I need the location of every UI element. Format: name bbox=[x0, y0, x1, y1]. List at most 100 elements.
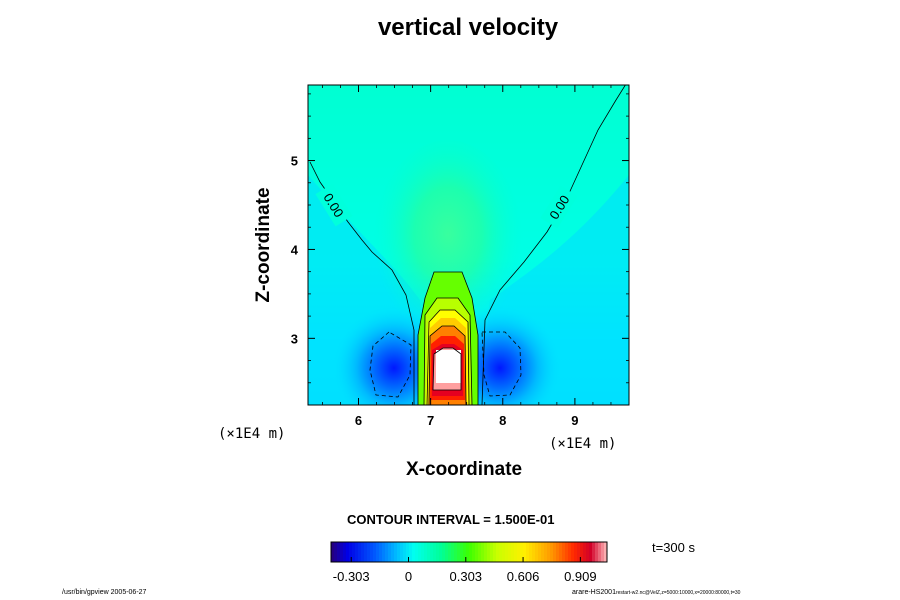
colorbar-swatch bbox=[418, 542, 422, 562]
time-label: t=300 s bbox=[652, 540, 696, 555]
updraft-peak bbox=[436, 350, 461, 383]
y-axis-ticks: 3 4 5 bbox=[291, 93, 629, 384]
colorbar-swatch bbox=[538, 542, 542, 562]
colorbar-swatch bbox=[367, 542, 371, 562]
contour-0.60 bbox=[428, 325, 467, 405]
colorbar-tick-label: 0.606 bbox=[507, 569, 540, 584]
y-tick-label: 3 bbox=[291, 331, 298, 346]
colorbar-swatch bbox=[592, 542, 596, 562]
colorbar-swatch bbox=[394, 542, 398, 562]
colorbar bbox=[331, 542, 608, 562]
colorbar-swatch bbox=[436, 542, 440, 562]
colorbar-swatch bbox=[370, 542, 374, 562]
x-axis-label: X-coordinate bbox=[406, 459, 523, 480]
colorbar-swatch bbox=[442, 542, 446, 562]
y-axis-scale-label: (×1E4 m) bbox=[218, 426, 286, 442]
colorbar-swatch bbox=[451, 542, 455, 562]
green-glow bbox=[373, 140, 523, 350]
colorbar-swatch bbox=[523, 542, 527, 562]
colorbar-swatch bbox=[529, 542, 533, 562]
colorbar-swatch bbox=[406, 542, 410, 562]
contour-0.30 bbox=[423, 297, 473, 405]
colorbar-swatch bbox=[445, 542, 449, 562]
colorbar-swatch bbox=[583, 542, 587, 562]
colorbar-swatch bbox=[469, 542, 473, 562]
colorbar-swatch bbox=[601, 542, 605, 562]
colorbar-swatch bbox=[454, 542, 458, 562]
colorbar-swatch bbox=[598, 542, 602, 562]
colorbar-swatch bbox=[397, 542, 401, 562]
plot-frame bbox=[307, 84, 630, 406]
colorbar-swatch bbox=[361, 542, 365, 562]
colorbar-swatch bbox=[400, 542, 404, 562]
colorbar-swatch bbox=[574, 542, 578, 562]
colorbar-swatch bbox=[346, 542, 350, 562]
x-tick-label: 7 bbox=[427, 413, 434, 428]
colorbar-swatch bbox=[580, 542, 584, 562]
x-tick-label: 8 bbox=[499, 413, 506, 428]
colorbar-swatch bbox=[331, 542, 335, 562]
colorbar-swatch bbox=[535, 542, 539, 562]
colorbar-swatch bbox=[571, 542, 575, 562]
colorbar-swatch bbox=[487, 542, 491, 562]
y-axis-label: Z-coordinate bbox=[253, 187, 274, 303]
contour-interval-label: CONTOUR INTERVAL = 1.500E-01 bbox=[347, 512, 555, 527]
x-tick-label: 9 bbox=[571, 413, 578, 428]
colorbar-swatch bbox=[334, 542, 338, 562]
colorbar-swatch bbox=[391, 542, 395, 562]
colorbar-frame bbox=[330, 541, 608, 563]
colorbar-swatch bbox=[415, 542, 419, 562]
colorbar-swatch bbox=[424, 542, 428, 562]
colorbar-swatch bbox=[349, 542, 353, 562]
colorbar-swatch bbox=[457, 542, 461, 562]
y-tick-label: 5 bbox=[291, 154, 298, 169]
colorbar-swatch bbox=[460, 542, 464, 562]
colorbar-swatch bbox=[373, 542, 377, 562]
colorbar-swatch bbox=[343, 542, 347, 562]
colorbar-swatch bbox=[463, 542, 467, 562]
colorbar-swatch bbox=[427, 542, 431, 562]
colorbar-swatch bbox=[550, 542, 554, 562]
colorbar-swatch bbox=[403, 542, 407, 562]
colorbar-swatch bbox=[484, 542, 488, 562]
colorbar-tick-label: 0.909 bbox=[564, 569, 597, 584]
chart-title: vertical velocity bbox=[377, 14, 559, 41]
colorbar-swatch bbox=[544, 542, 548, 562]
contour-field: 0.00 0.00 bbox=[308, 85, 629, 405]
colorbar-swatch bbox=[439, 542, 443, 562]
contour-neg-right bbox=[481, 331, 522, 397]
colorbar-swatch bbox=[577, 542, 581, 562]
colorbar-swatch bbox=[568, 542, 572, 562]
colorbar-swatch bbox=[547, 542, 551, 562]
colorbar-swatch bbox=[388, 542, 392, 562]
colorbar-swatch bbox=[532, 542, 536, 562]
x-axis-scale-label: (×1E4 m) bbox=[549, 436, 617, 452]
colorbar-swatch bbox=[553, 542, 557, 562]
colorbar-swatch bbox=[409, 542, 413, 562]
colorbar-swatch bbox=[505, 542, 509, 562]
colorbar-swatch bbox=[358, 542, 362, 562]
colorbar-swatch bbox=[562, 542, 566, 562]
colorbar-swatch bbox=[502, 542, 506, 562]
colorbar-swatch bbox=[355, 542, 359, 562]
colorbar-swatch bbox=[541, 542, 545, 562]
colorbar-swatch bbox=[526, 542, 530, 562]
colorbar-swatch bbox=[430, 542, 434, 562]
colorbar-swatch bbox=[559, 542, 563, 562]
colorbar-swatch bbox=[481, 542, 485, 562]
label-bg-right bbox=[540, 185, 578, 229]
colorbar-swatch bbox=[565, 542, 569, 562]
colorbar-swatch bbox=[364, 542, 368, 562]
colorbar-swatch bbox=[496, 542, 500, 562]
colorbar-swatch bbox=[337, 542, 341, 562]
colorbar-swatch bbox=[472, 542, 476, 562]
colorbar-swatch bbox=[520, 542, 524, 562]
footer-source: arare-HS2001restart-w2.nc@VelZ,z=5000:10… bbox=[572, 589, 740, 596]
colorbar-swatch bbox=[586, 542, 590, 562]
footer-source-detail: restart-w2.nc@VelZ,z=5000:10000,x=20000:… bbox=[615, 590, 741, 596]
colorbar-swatch bbox=[517, 542, 521, 562]
colorbar-swatch bbox=[514, 542, 518, 562]
footer-source-main: arare-HS2001 bbox=[572, 589, 616, 596]
colorbar-swatch bbox=[511, 542, 515, 562]
colorbar-swatch bbox=[475, 542, 479, 562]
